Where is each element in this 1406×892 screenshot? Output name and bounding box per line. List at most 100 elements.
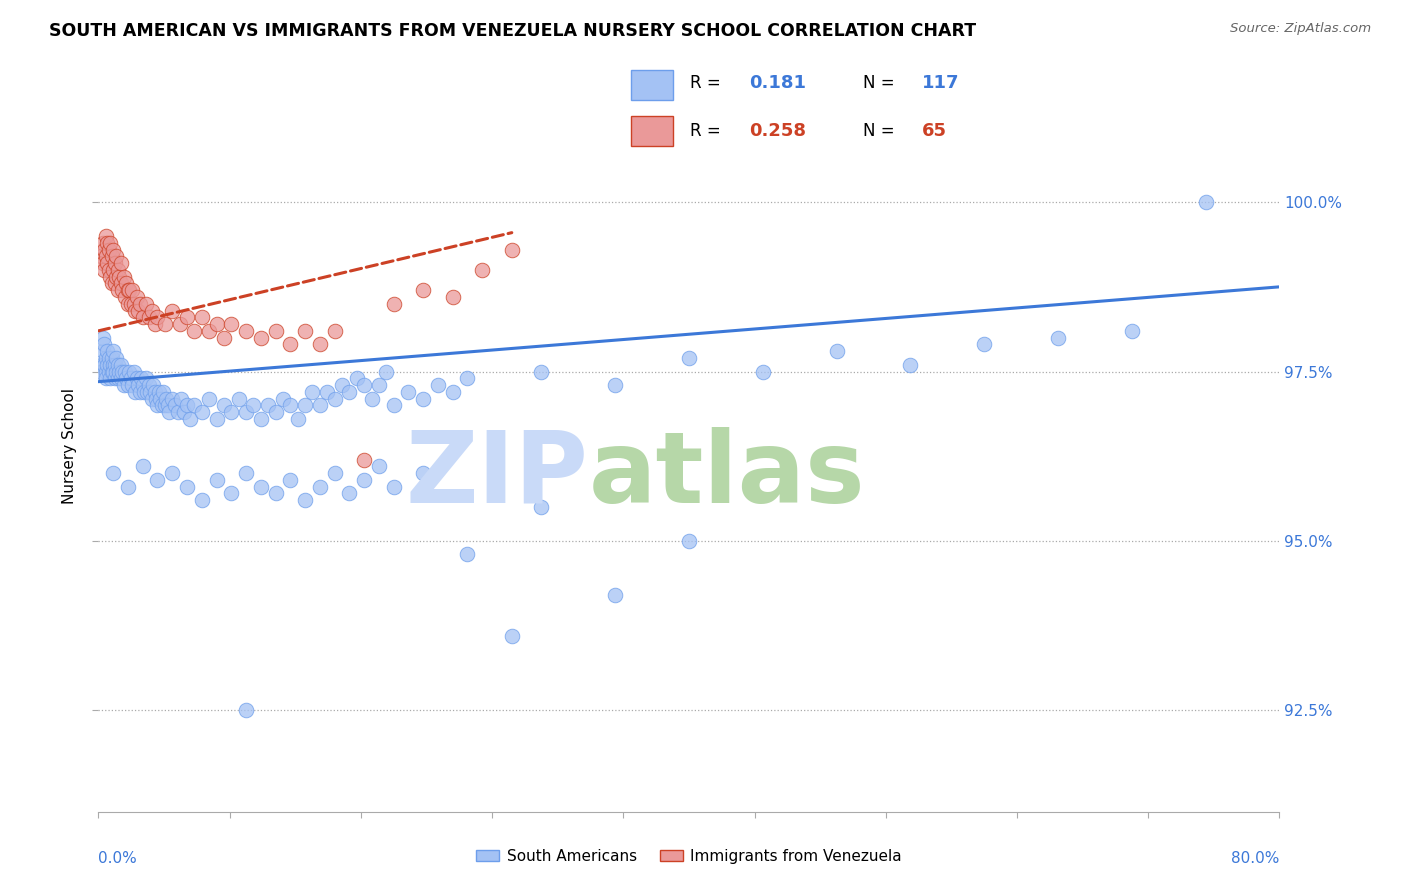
Point bbox=[105, 364, 128, 378]
Point bbox=[471, 263, 494, 277]
Point bbox=[145, 392, 167, 406]
Point bbox=[91, 344, 114, 359]
Point bbox=[103, 358, 125, 372]
Legend: South Americans, Immigrants from Venezuela: South Americans, Immigrants from Venezue… bbox=[470, 843, 908, 870]
Point bbox=[94, 249, 117, 263]
Point bbox=[212, 331, 235, 345]
Point bbox=[198, 392, 221, 406]
Point bbox=[107, 283, 129, 297]
Point bbox=[368, 378, 391, 392]
Point bbox=[165, 398, 187, 412]
Point bbox=[221, 486, 243, 500]
Point bbox=[280, 473, 302, 487]
Point bbox=[294, 398, 316, 412]
Point bbox=[146, 398, 169, 412]
Point bbox=[134, 384, 156, 399]
Point bbox=[353, 473, 375, 487]
Point bbox=[155, 392, 177, 406]
Point bbox=[228, 392, 250, 406]
Point bbox=[250, 412, 273, 426]
Point bbox=[205, 317, 228, 331]
Point bbox=[143, 384, 166, 399]
Point bbox=[457, 547, 479, 561]
Point bbox=[105, 269, 128, 284]
Point bbox=[191, 310, 214, 325]
Point bbox=[110, 371, 132, 385]
Text: 80.0%: 80.0% bbox=[1232, 851, 1279, 865]
Point bbox=[91, 256, 114, 270]
Point bbox=[121, 283, 143, 297]
Point bbox=[118, 283, 141, 297]
Point bbox=[280, 398, 302, 412]
Point bbox=[323, 392, 346, 406]
Point bbox=[97, 243, 120, 257]
Text: N =: N = bbox=[863, 121, 900, 139]
Point bbox=[96, 344, 118, 359]
Text: ZIP: ZIP bbox=[406, 426, 589, 524]
Text: 65: 65 bbox=[922, 121, 948, 139]
Point bbox=[323, 466, 346, 480]
Bar bbox=[631, 116, 673, 145]
Point bbox=[114, 290, 136, 304]
Point bbox=[115, 277, 138, 291]
Point bbox=[97, 351, 120, 365]
Point bbox=[98, 371, 121, 385]
Point bbox=[1195, 195, 1218, 210]
Point bbox=[97, 364, 120, 378]
Text: atlas: atlas bbox=[589, 426, 865, 524]
Point bbox=[250, 480, 273, 494]
Point bbox=[752, 364, 775, 378]
Text: 0.258: 0.258 bbox=[749, 121, 807, 139]
Point bbox=[235, 466, 257, 480]
Bar bbox=[631, 70, 673, 100]
Point bbox=[128, 297, 150, 311]
Point bbox=[117, 283, 139, 297]
Point bbox=[96, 235, 118, 250]
Point bbox=[122, 297, 145, 311]
Point bbox=[346, 371, 368, 385]
Point bbox=[173, 405, 195, 419]
Text: 0.0%: 0.0% bbox=[98, 851, 138, 865]
Point bbox=[183, 324, 205, 338]
Point bbox=[501, 629, 523, 643]
Point bbox=[825, 344, 848, 359]
Point bbox=[382, 480, 405, 494]
Point bbox=[90, 249, 112, 263]
Point bbox=[107, 358, 129, 372]
Point bbox=[398, 384, 420, 399]
Point bbox=[98, 269, 121, 284]
Point bbox=[678, 533, 700, 548]
Point bbox=[212, 398, 235, 412]
Point bbox=[96, 358, 118, 372]
Point bbox=[120, 371, 142, 385]
Point bbox=[108, 364, 131, 378]
Point bbox=[294, 324, 316, 338]
Point bbox=[530, 364, 553, 378]
Point bbox=[412, 466, 434, 480]
Point bbox=[129, 371, 152, 385]
Point bbox=[97, 263, 120, 277]
Point bbox=[280, 337, 302, 351]
Point bbox=[221, 405, 243, 419]
Point bbox=[100, 277, 122, 291]
Point bbox=[605, 588, 627, 602]
Text: N =: N = bbox=[863, 75, 900, 93]
Text: R =: R = bbox=[690, 75, 727, 93]
Point bbox=[103, 466, 125, 480]
Y-axis label: Nursery School: Nursery School bbox=[62, 388, 77, 504]
Point bbox=[339, 384, 361, 399]
Point bbox=[107, 371, 129, 385]
Point bbox=[382, 297, 405, 311]
Point bbox=[105, 351, 128, 365]
Point bbox=[93, 337, 115, 351]
Point bbox=[316, 384, 339, 399]
Point bbox=[108, 269, 131, 284]
Point bbox=[183, 398, 205, 412]
Point bbox=[110, 277, 132, 291]
Point bbox=[427, 378, 450, 392]
Point bbox=[103, 263, 125, 277]
Point bbox=[153, 398, 176, 412]
Point bbox=[125, 290, 148, 304]
Point bbox=[112, 269, 135, 284]
Point bbox=[530, 500, 553, 514]
